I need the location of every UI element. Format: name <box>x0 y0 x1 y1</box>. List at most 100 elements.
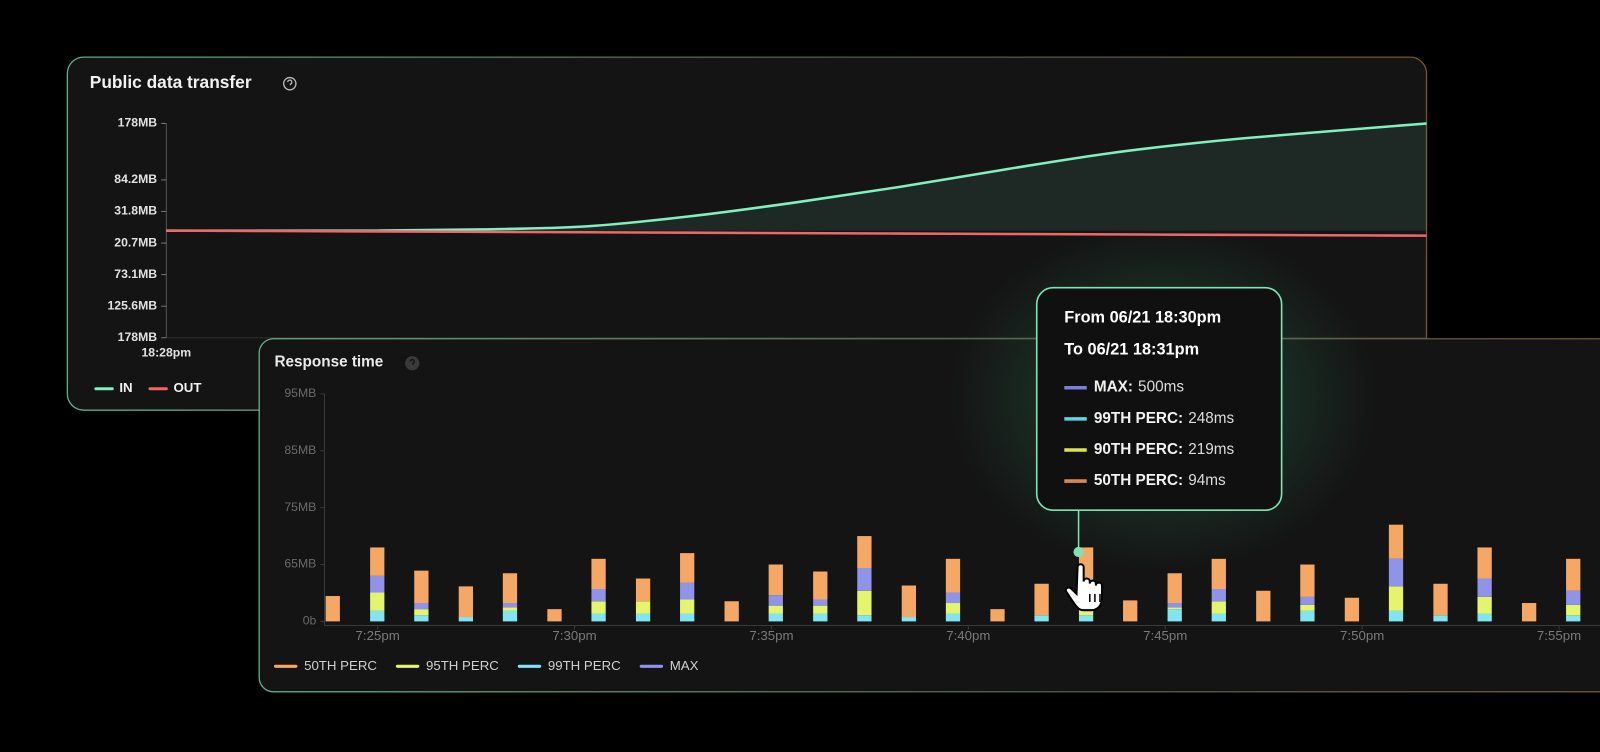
tooltip-value: 219ms <box>1188 441 1234 458</box>
x-tick-label: 7:30pm <box>552 628 596 643</box>
bar-segment <box>502 573 518 604</box>
bar-segment <box>1300 564 1315 597</box>
bar-segment <box>768 613 783 622</box>
y-tick-label: 73.1MB <box>114 267 157 281</box>
tooltip-box <box>1035 286 1283 511</box>
bar-segment <box>1211 558 1226 590</box>
y-tick-label: 84.2MB <box>114 172 157 186</box>
bar-segment <box>1566 604 1581 616</box>
bar-segment <box>857 615 872 622</box>
y-tick-label: 125.6MB <box>107 298 157 312</box>
tooltip-row: 50TH PERC: 94ms <box>1094 472 1226 489</box>
pointer-cursor-detail <box>1089 593 1101 603</box>
bar-segment <box>1123 600 1138 622</box>
help-icon-ring <box>283 76 297 91</box>
bar-segment <box>370 575 385 593</box>
bar-segment <box>458 586 474 618</box>
y-tick-label: 95MB <box>284 386 316 400</box>
bar-segment <box>370 547 385 576</box>
bar-segment <box>370 592 385 611</box>
bar-segment <box>502 610 518 622</box>
bar-segment <box>370 610 385 622</box>
y-tick-label: 65MB <box>284 557 316 571</box>
tooltip-row: MAX: 500ms <box>1094 379 1184 396</box>
bar-segment <box>1388 610 1404 622</box>
tooltip-value: 248ms <box>1188 410 1234 427</box>
bar-segment <box>680 582 695 600</box>
legend-label: 50TH PERC <box>304 658 377 673</box>
x-tick-label: 7:40pm <box>946 628 990 643</box>
y-tick-label: 75MB <box>284 500 316 514</box>
bar-segment <box>768 605 783 614</box>
legend-label: MAX <box>670 658 699 673</box>
bar-segment <box>724 601 739 622</box>
bar-segment <box>901 585 917 618</box>
help-icon-mark <box>287 79 293 86</box>
tooltip-dot <box>1073 546 1084 558</box>
bar-segment <box>945 558 961 593</box>
bar-segment <box>813 599 828 606</box>
legend-label: OUT <box>173 380 201 395</box>
bar-segment <box>458 617 474 622</box>
bar-segment <box>813 613 828 622</box>
bar-segment <box>591 601 606 614</box>
bar-segment <box>813 605 828 614</box>
bar-segment <box>502 607 518 611</box>
tooltip-line: To 06/21 18:31pm <box>1064 340 1199 358</box>
x-tick-label: 7:35pm <box>749 628 793 643</box>
bar-segment <box>635 578 651 602</box>
bar-segment <box>857 568 872 591</box>
bar-segment <box>1566 590 1581 605</box>
bar-segment <box>945 603 961 614</box>
pointer-cursor <box>1064 563 1104 612</box>
bar-segment <box>1388 524 1404 559</box>
help-icon[interactable] <box>283 76 297 91</box>
bar-segment <box>680 553 695 583</box>
card <box>258 338 1600 693</box>
tooltip-label: 50TH PERC: <box>1094 472 1183 489</box>
y-tick-label: 178MB <box>118 116 158 130</box>
legend-label: IN <box>119 380 132 395</box>
bar-segment <box>1211 601 1226 614</box>
bar-segment <box>1477 613 1492 622</box>
bar-segment <box>1300 610 1315 622</box>
bar-segment <box>945 592 961 604</box>
x-tick-label: 7:55pm <box>1537 628 1581 643</box>
bar-segment <box>1256 590 1271 622</box>
x-tick-label: 18:28pm <box>141 345 191 359</box>
bar-segment <box>1034 615 1049 622</box>
bar-segment <box>1211 589 1226 602</box>
help-icon[interactable] <box>405 356 420 371</box>
y-tick-label: 85MB <box>284 443 316 457</box>
bar-segment <box>1078 615 1094 622</box>
tooltip-label: 90TH PERC: <box>1094 441 1183 458</box>
bar-segment <box>1566 615 1581 622</box>
x-tick-label: 7:50pm <box>1340 628 1384 643</box>
chart-title: Response time <box>274 353 383 370</box>
legend-label: 95TH PERC <box>426 658 499 673</box>
tooltip-value: 94ms <box>1188 472 1226 489</box>
bar-segment <box>1477 578 1492 597</box>
x-tick-label: 7:25pm <box>356 628 400 643</box>
tooltip-line: From 06/21 18:30pm <box>1064 309 1221 327</box>
tooltip-row: 90TH PERC: 219ms <box>1094 441 1235 458</box>
bar-segment <box>1034 583 1049 616</box>
bar-segment <box>1433 583 1448 616</box>
y-tick-label: 31.8MB <box>114 204 157 218</box>
bar-segment <box>325 596 340 622</box>
bar-segment <box>635 613 651 622</box>
bar-segment <box>680 613 695 622</box>
bar-segment <box>414 609 429 616</box>
tooltip-value: 500ms <box>1138 379 1184 396</box>
x-tick-label: 7:45pm <box>1143 628 1187 643</box>
tooltip: From 06/21 18:30pm To 06/21 18:31pm MAX:… <box>1035 286 1283 558</box>
area <box>166 123 1427 231</box>
bar-segment <box>1300 596 1315 605</box>
y-tick-label: 178MB <box>118 330 158 344</box>
bar-segment <box>813 571 828 600</box>
legend-label: 99TH PERC <box>548 658 621 673</box>
bar-segment <box>414 615 429 622</box>
